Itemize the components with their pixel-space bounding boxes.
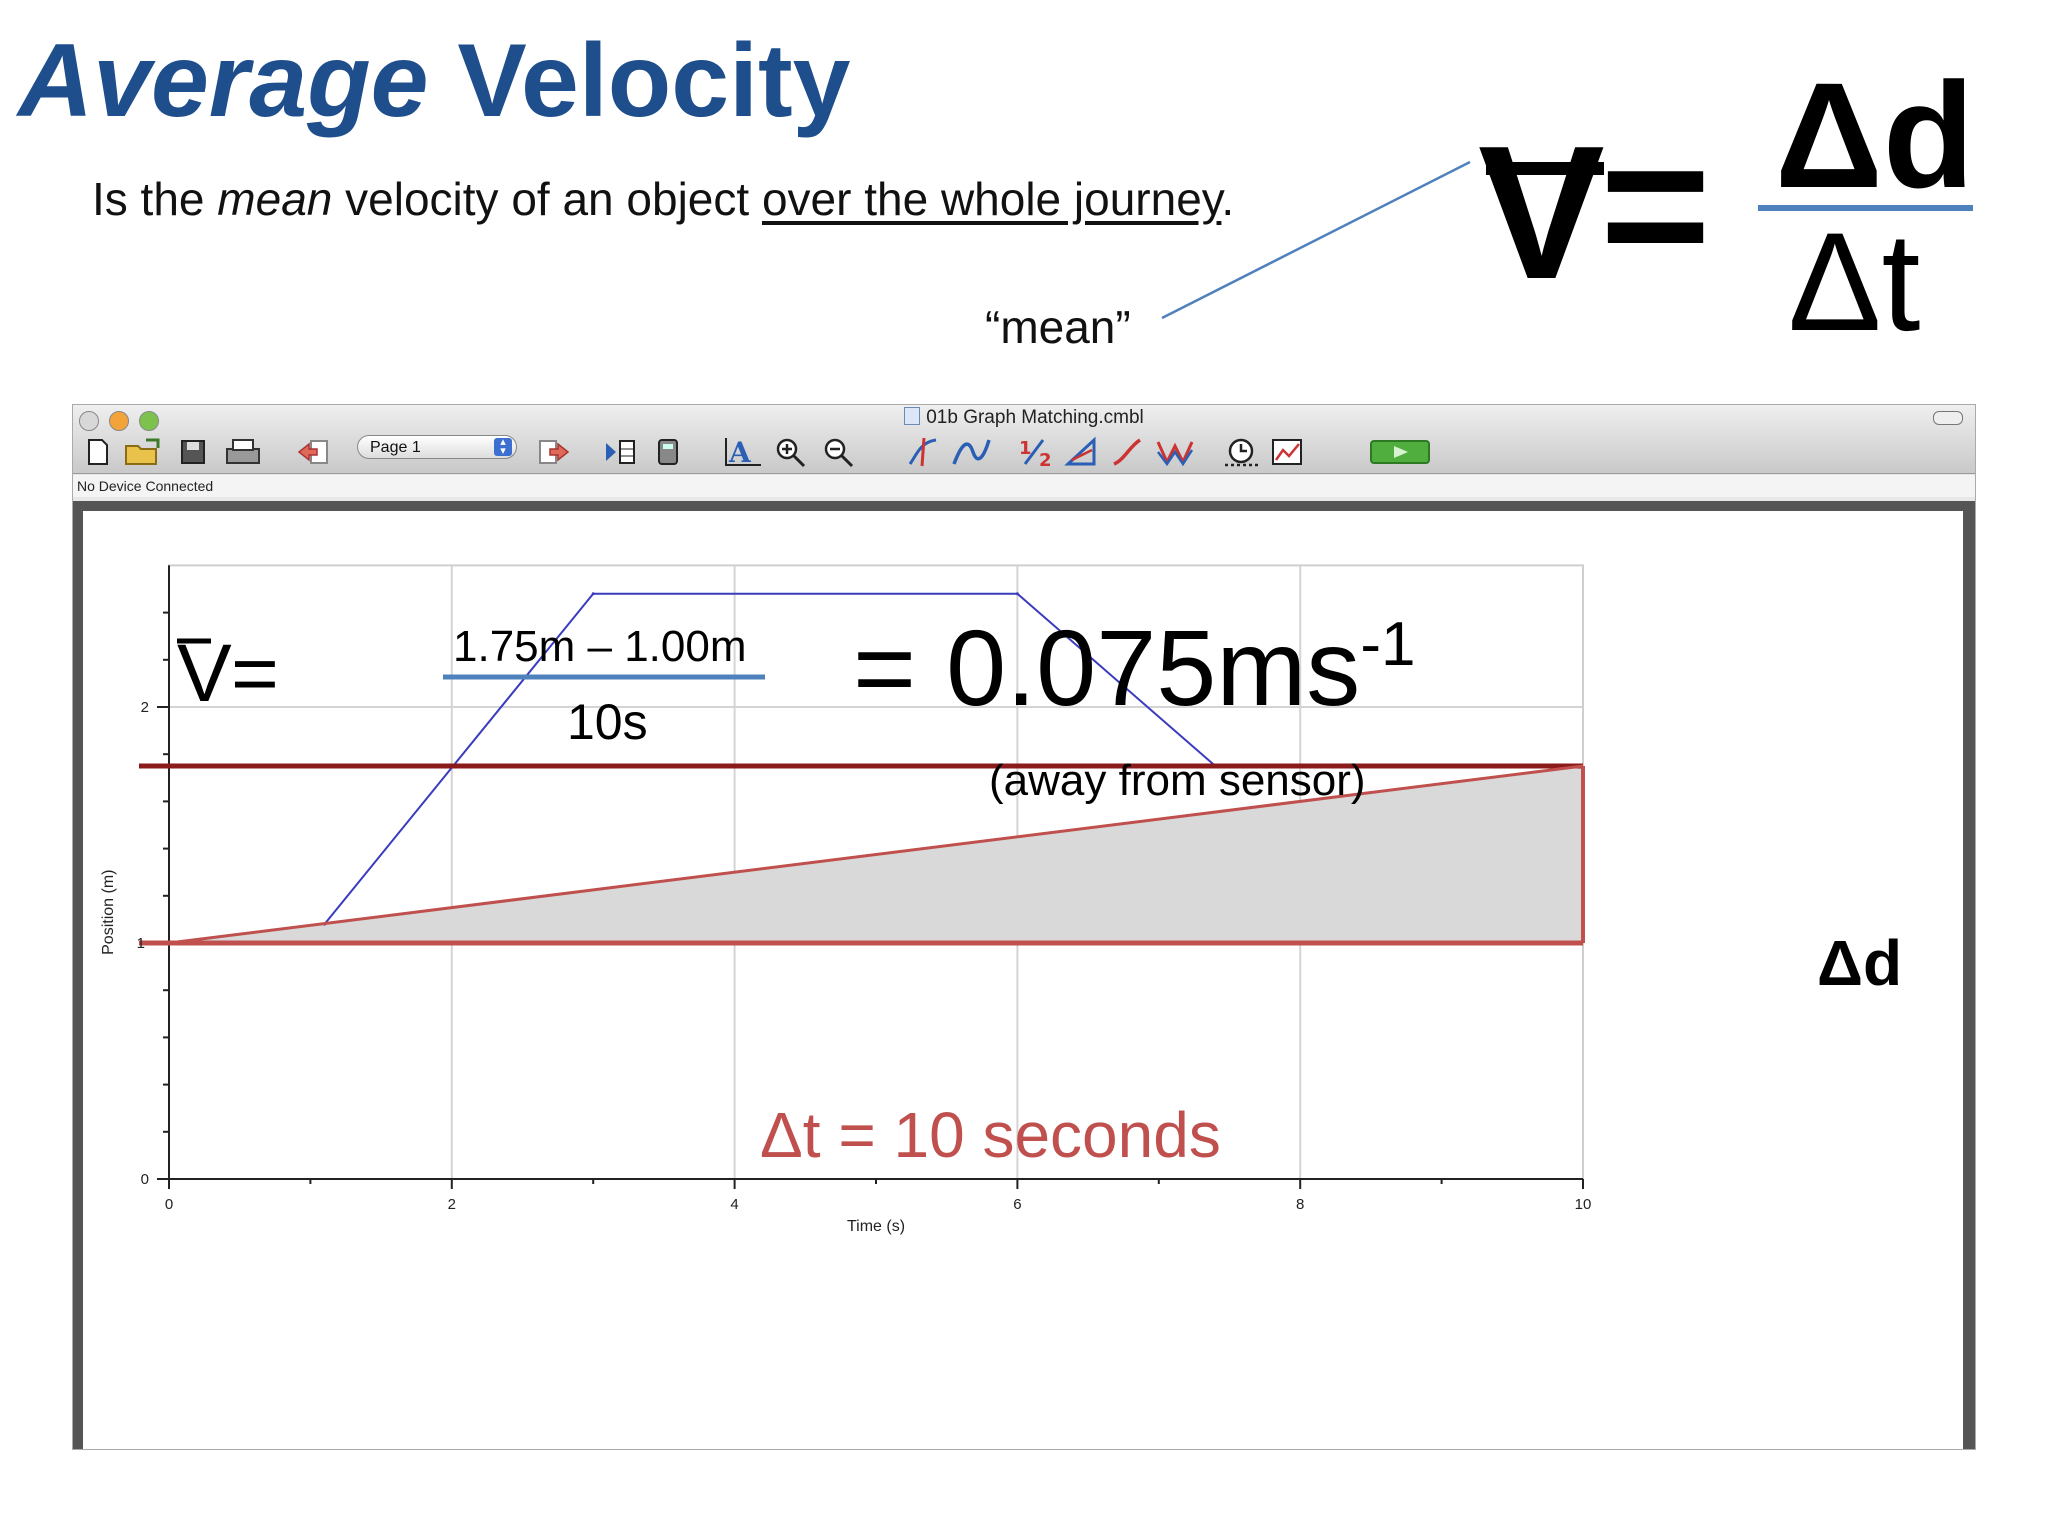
y-axis-title: Position (m) bbox=[100, 870, 117, 955]
definition-underlined: over the whole journey bbox=[761, 173, 1222, 225]
graph-panel: 0 2 4 6 8 10 0 2 1 Time (s) Position (m) V = 1.75m… bbox=[83, 511, 1963, 1450]
open-folder-icon[interactable] bbox=[123, 435, 163, 469]
x-tick-label: 8 bbox=[1296, 1196, 1304, 1213]
page-select-value: Page 1 bbox=[370, 439, 421, 456]
axis-labels-layer: 0 2 4 6 8 10 0 2 1 Time (s) Position (m) bbox=[100, 699, 1591, 1235]
svg-text:2: 2 bbox=[1039, 450, 1052, 468]
document-icon bbox=[904, 407, 921, 425]
axes-layer bbox=[157, 565, 1584, 1189]
formula-equals: = bbox=[1600, 99, 1711, 311]
overlay-denominator: 10s bbox=[567, 694, 648, 750]
forward-page-icon[interactable] bbox=[535, 435, 571, 469]
formula-v-bar: V bbox=[1478, 118, 1605, 308]
minimize-window-button[interactable] bbox=[109, 411, 129, 431]
svg-text:1: 1 bbox=[1019, 438, 1032, 459]
save-icon[interactable] bbox=[177, 435, 209, 469]
formula-numerator: Δd bbox=[1775, 51, 1975, 219]
window-title-text: 01b Graph Matching.cmbl bbox=[926, 407, 1144, 428]
position-series-line bbox=[323, 592, 1217, 925]
zoom-window-button[interactable] bbox=[139, 411, 159, 431]
y-tick-label-1: 1 bbox=[137, 935, 145, 952]
curve-fit-icon[interactable] bbox=[951, 435, 991, 469]
tangent-icon[interactable] bbox=[1063, 435, 1099, 469]
overlay-equals: = bbox=[231, 628, 279, 719]
print-icon[interactable] bbox=[223, 435, 263, 469]
reference-lines-layer bbox=[139, 763, 1585, 946]
overlay-numerator: 1.75m – 1.00m bbox=[453, 622, 747, 671]
slide-title: Average Velocity bbox=[18, 22, 850, 142]
zoom-in-icon[interactable] bbox=[773, 435, 809, 469]
app-window: 01b Graph Matching.cmbl Page 1 ▴ ▾ A bbox=[72, 404, 1976, 1450]
x-tick-label: 6 bbox=[1013, 1196, 1021, 1213]
annotation-layer: V = 1.75m – 1.00m 10s = 0.075ms-1 (away … bbox=[177, 607, 1902, 1171]
linear-fit-icon[interactable] bbox=[1109, 435, 1145, 469]
overlay-result-exponent: -1 bbox=[1360, 610, 1415, 679]
y-tick-label: 0 bbox=[141, 1171, 149, 1188]
back-page-icon[interactable] bbox=[297, 435, 331, 469]
toolbar-toggle-button[interactable] bbox=[1933, 411, 1963, 425]
collect-button[interactable] bbox=[1369, 435, 1431, 469]
definition-start: Is the bbox=[92, 173, 218, 225]
overlay-result-value: = 0.075ms bbox=[853, 607, 1360, 728]
formula-v: V bbox=[1478, 107, 1605, 319]
x-tick-label: 2 bbox=[448, 1196, 456, 1213]
window-titlebar: 01b Graph Matching.cmbl Page 1 ▴ ▾ A bbox=[73, 405, 1975, 474]
formula-fraction-line bbox=[1758, 205, 1973, 211]
autoscale-icon[interactable]: A bbox=[723, 435, 763, 469]
stats-icon[interactable] bbox=[1269, 435, 1307, 469]
slide-title-italic: Average bbox=[18, 23, 429, 139]
position-series-point bbox=[1015, 592, 1019, 596]
x-tick-label: 4 bbox=[730, 1196, 738, 1213]
slide-title-rest: Velocity bbox=[457, 23, 851, 139]
overlay-v: V bbox=[177, 628, 232, 719]
overlay-result: = 0.075ms-1 bbox=[853, 607, 1415, 728]
overlay-direction: (away from sensor) bbox=[989, 756, 1366, 805]
close-window-button[interactable] bbox=[79, 411, 99, 431]
average-velocity-line bbox=[168, 764, 1584, 945]
zoom-out-icon[interactable] bbox=[821, 435, 857, 469]
definition-end: . bbox=[1221, 173, 1235, 225]
mean-note: “mean” bbox=[985, 301, 1131, 353]
position-series-point bbox=[591, 592, 595, 596]
x-axis-title: Time (s) bbox=[847, 1218, 905, 1235]
definition-text: Is the mean velocity of an object over t… bbox=[92, 172, 1234, 226]
position-time-graph[interactable]: 0 2 4 6 8 10 0 2 1 Time (s) Position (m) V = 1.75m… bbox=[83, 511, 1963, 1450]
formula-denominator: Δt bbox=[1788, 203, 1921, 360]
data-table-icon[interactable] bbox=[603, 435, 639, 469]
page-select[interactable]: Page 1 ▴ ▾ bbox=[357, 435, 517, 459]
svg-text:A: A bbox=[728, 436, 752, 468]
mean-pointer-line bbox=[1161, 160, 1471, 320]
y-tick-label: 2 bbox=[141, 699, 149, 716]
definition-emphasis: mean bbox=[217, 173, 333, 225]
new-file-icon[interactable] bbox=[83, 435, 113, 469]
x-tick-label: 10 bbox=[1575, 1196, 1592, 1213]
timer-icon[interactable] bbox=[1223, 435, 1263, 469]
graph-match-icon[interactable] bbox=[1155, 435, 1195, 469]
window-title: 01b Graph Matching.cmbl bbox=[73, 407, 1975, 429]
formula-overbar bbox=[1486, 162, 1604, 175]
calculator-icon[interactable] bbox=[653, 435, 683, 469]
status-bar: No Device Connected bbox=[73, 475, 1975, 497]
delta-d-label: Δd bbox=[1817, 927, 1902, 999]
graph-frame: 0 2 4 6 8 10 0 2 1 Time (s) Position (m) V = 1.75m… bbox=[73, 501, 1975, 1449]
definition-mid: velocity of an object bbox=[332, 173, 762, 225]
select-arrows-icon: ▴ ▾ bbox=[494, 437, 512, 457]
x-tick-label: 0 bbox=[165, 1196, 173, 1213]
delta-t-label: Δt = 10 seconds bbox=[760, 1099, 1221, 1171]
examine-icon[interactable] bbox=[905, 435, 941, 469]
